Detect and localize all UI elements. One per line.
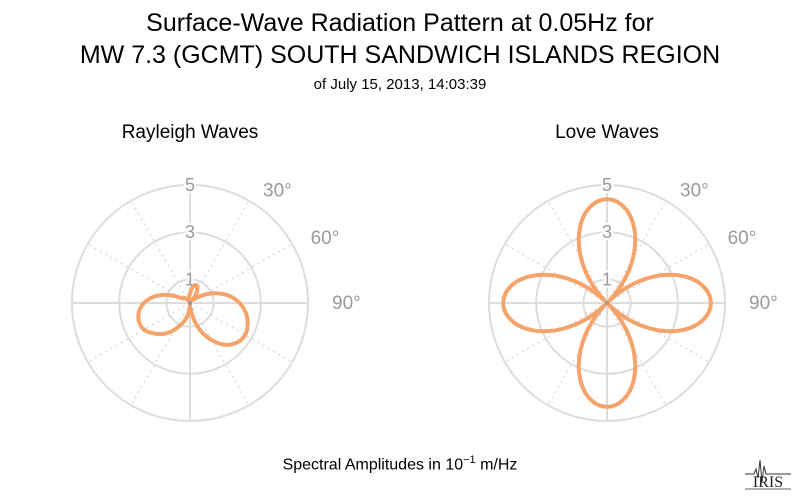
angle-label: 60° — [728, 228, 757, 249]
chart-title-line2: MW 7.3 (GCMT) SOUTH SANDWICH ISLANDS REG… — [79, 41, 721, 69]
radial-gridline — [606, 200, 667, 304]
radial-tick-label: 5 — [602, 175, 612, 195]
radial-gridline — [504, 243, 608, 304]
angle-label: 30° — [680, 180, 709, 201]
radial-gridline — [130, 302, 191, 406]
units-suffix: m/Hz — [475, 456, 518, 474]
angle-label: 90° — [332, 293, 361, 314]
radial-gridline — [189, 302, 250, 406]
radial-tick-label: 3 — [602, 222, 612, 242]
angle-label: 30° — [263, 180, 292, 201]
units-exponent: −1 — [463, 454, 476, 466]
panel-title: Love Waves — [555, 122, 659, 143]
radial-gridline — [130, 200, 191, 304]
radial-gridline — [189, 302, 293, 363]
amplitude-units-label: Spectral Amplitudes in 10−1 m/Hz — [0, 454, 800, 474]
chart-title-line1: Surface-Wave Radiation Pattern at 0.05Hz… — [146, 9, 654, 37]
panel-title: Rayleigh Waves — [122, 122, 259, 143]
radial-gridline — [606, 302, 710, 363]
radial-tick-label: 3 — [185, 222, 195, 242]
angle-label: 90° — [749, 293, 778, 314]
radial-gridline — [606, 302, 667, 406]
radial-gridline — [504, 302, 608, 363]
origin-point — [605, 301, 609, 305]
radial-gridline — [189, 200, 250, 304]
units-prefix: Spectral Amplitudes in — [282, 456, 446, 474]
radial-tick-label: 1 — [602, 269, 612, 289]
radial-gridline — [547, 302, 608, 406]
radial-gridline — [547, 200, 608, 304]
iris-logo: IRIS — [745, 459, 791, 491]
radial-gridline — [87, 302, 191, 363]
radial-tick-label: 5 — [185, 175, 195, 195]
origin-point — [188, 301, 192, 305]
angle-label: 60° — [311, 228, 340, 249]
radial-gridline — [87, 243, 191, 304]
units-base: 10 — [445, 456, 464, 474]
iris-logo-text: IRIS — [753, 474, 783, 491]
radial-gridline — [606, 243, 710, 304]
chart-subtitle: of July 15, 2013, 14:03:39 — [313, 76, 487, 93]
radiation-pattern-line — [136, 283, 250, 347]
polar-chart-2: Love Waves 1 3 5 30° 60° 90° — [488, 122, 778, 422]
radiation-pattern-line — [501, 197, 713, 409]
